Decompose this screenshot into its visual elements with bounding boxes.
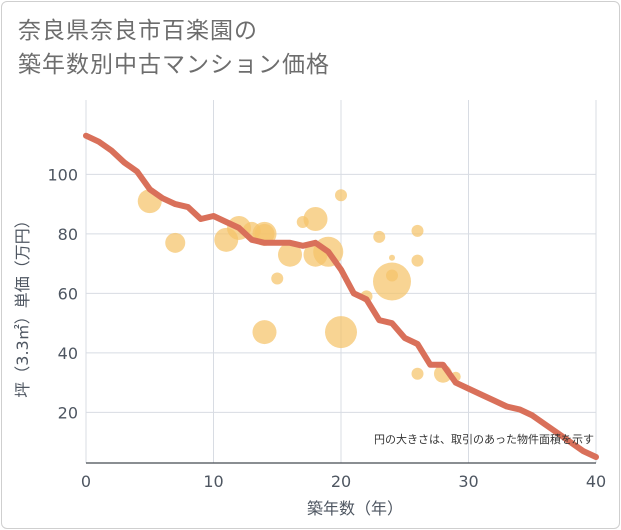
bubble: [278, 242, 302, 267]
bubble: [335, 189, 347, 202]
bubble: [165, 232, 186, 253]
bubble: [325, 316, 357, 349]
bubble: [271, 272, 284, 285]
x-tick-label: 0: [81, 472, 91, 491]
chart-title-line2: 築年数別中古マンション価格: [18, 52, 330, 78]
y-tick-label: 80: [58, 225, 78, 244]
chart-title: 奈良県奈良市百楽園の 築年数別中古マンション価格: [18, 14, 330, 82]
y-tick-label: 100: [47, 165, 78, 184]
x-tick-label: 10: [203, 472, 223, 491]
bubble: [303, 207, 328, 232]
bubble-size-note: 円の大きさは、取引のあった物件面積を示す: [374, 432, 594, 446]
bubble: [252, 320, 277, 345]
bubble: [389, 254, 395, 261]
bubble-series: [137, 189, 461, 383]
y-tick-labels: 20 40 60 80 100: [47, 165, 78, 422]
y-tick-label: 40: [58, 344, 78, 363]
grid-lines: [85, 100, 597, 464]
x-axis-title: 築年数（年）: [307, 499, 403, 518]
x-tick-label: 20: [331, 472, 351, 491]
bubble: [373, 262, 411, 301]
chart-title-line1: 奈良県奈良市百楽園の: [18, 18, 258, 44]
x-tick-labels: 0 10 20 30 40: [81, 472, 606, 491]
x-tick-label: 30: [458, 472, 478, 491]
bubble: [411, 367, 424, 380]
x-tick-label: 40: [586, 472, 606, 491]
y-tick-label: 60: [58, 284, 78, 303]
bubble: [373, 230, 386, 243]
y-axis-title: 坪（3.3㎡）単価（万円）: [13, 212, 32, 397]
y-tick-label: 20: [58, 403, 78, 422]
bubble: [411, 254, 424, 267]
trend-line: [83, 132, 599, 460]
bubble: [411, 224, 424, 237]
